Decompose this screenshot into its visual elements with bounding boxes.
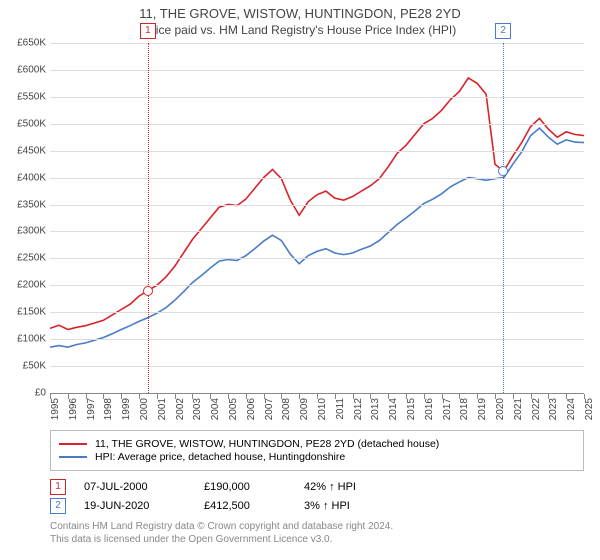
marker-vertical-line	[503, 43, 504, 393]
legend-swatch	[59, 456, 87, 458]
legend-row: 11, THE GROVE, WISTOW, HUNTINGDON, PE28 …	[59, 438, 575, 450]
legend-row: HPI: Average price, detached house, Hunt…	[59, 451, 575, 463]
x-axis-label: 2007	[264, 398, 275, 420]
legend-swatch	[59, 443, 87, 445]
x-axis-label: 2025	[584, 398, 595, 420]
x-axis-label: 2010	[317, 398, 328, 420]
x-axis-label: 2004	[210, 398, 221, 420]
x-axis-label: 2015	[406, 398, 417, 420]
marker-number-box: 1	[140, 23, 156, 39]
x-axis-label: 2009	[299, 398, 310, 420]
x-axis-label: 2016	[424, 398, 435, 420]
arrow-up-icon: ↑	[323, 500, 329, 512]
sale-price: £190,000	[204, 481, 304, 493]
y-axis-label: £350K	[2, 199, 46, 210]
marker-number-box: 2	[495, 23, 511, 39]
footnote-line-2: This data is licensed under the Open Gov…	[50, 533, 584, 546]
x-axis-label: 2012	[353, 398, 364, 420]
y-axis-label: £550K	[2, 91, 46, 102]
y-axis-label: £50K	[2, 361, 46, 372]
x-axis-label: 1998	[103, 398, 114, 420]
x-axis-label: 2003	[192, 398, 203, 420]
x-axis-label: 2002	[175, 398, 186, 420]
legend-label: HPI: Average price, detached house, Hunt…	[95, 451, 345, 463]
sale-row: 1 07-JUL-2000£190,00042% ↑ HPI	[50, 479, 584, 495]
marker-dot	[143, 286, 153, 296]
y-axis-label: £150K	[2, 307, 46, 318]
x-axis-label: 2020	[495, 398, 506, 420]
x-axis-label: 2022	[531, 398, 542, 420]
x-axis-label: 2023	[548, 398, 559, 420]
y-axis-label: £600K	[2, 64, 46, 75]
sale-date: 19-JUN-2020	[84, 500, 204, 512]
x-axis-label: 2018	[459, 398, 470, 420]
y-axis-label: £100K	[2, 334, 46, 345]
y-axis-label: £650K	[2, 38, 46, 49]
marker-vertical-line	[148, 43, 149, 393]
chart-plot-area: £0£50K£100K£150K£200K£250K£300K£350K£400…	[50, 43, 584, 394]
y-axis-label: £250K	[2, 253, 46, 264]
sale-delta: 3% ↑ HPI	[304, 500, 414, 512]
x-axis-label: 2013	[370, 398, 381, 420]
sale-price: £412,500	[204, 500, 304, 512]
x-axis-label: 2024	[566, 398, 577, 420]
x-axis-label: 2001	[157, 398, 168, 420]
sale-number-box: 1	[50, 479, 66, 495]
legend-label: 11, THE GROVE, WISTOW, HUNTINGDON, PE28 …	[95, 438, 439, 450]
footnote-line-1: Contains HM Land Registry data © Crown c…	[50, 520, 584, 533]
x-axis-label: 2000	[139, 398, 150, 420]
x-axis-label: 2017	[442, 398, 453, 420]
x-axis-label: 2011	[335, 398, 346, 420]
y-axis-label: £300K	[2, 226, 46, 237]
x-axis-label: 1999	[121, 398, 132, 420]
sale-date: 07-JUL-2000	[84, 481, 204, 493]
x-axis-label: 2008	[281, 398, 292, 420]
x-axis-label: 1995	[50, 398, 61, 420]
x-axis-label: 2005	[228, 398, 239, 420]
y-axis-label: £400K	[2, 172, 46, 183]
y-axis-label: £500K	[2, 118, 46, 129]
y-axis-label: £200K	[2, 280, 46, 291]
footnote: Contains HM Land Registry data © Crown c…	[50, 520, 584, 546]
x-axis-labels: 1995 1996 1997 1998 1999 2000 2001 2002 2003 2004…	[50, 394, 584, 426]
sale-row: 2 19-JUN-2020£412,5003% ↑ HPI	[50, 498, 584, 514]
marker-dot	[498, 166, 508, 176]
sales-table: 1 07-JUL-2000£190,00042% ↑ HPI 2 19-JUN-202…	[50, 479, 584, 514]
legend-box: 11, THE GROVE, WISTOW, HUNTINGDON, PE28 …	[50, 430, 584, 471]
x-axis-label: 2014	[388, 398, 399, 420]
sale-delta: 42% ↑ HPI	[304, 481, 414, 493]
x-axis-label: 2021	[513, 398, 524, 420]
y-axis-label: £450K	[2, 145, 46, 156]
x-axis-label: 1997	[86, 398, 97, 420]
y-axis-label: £0	[2, 388, 46, 399]
arrow-up-icon: ↑	[329, 481, 335, 493]
x-axis-label: 1996	[68, 398, 79, 420]
x-axis-label: 2006	[246, 398, 257, 420]
sale-number-box: 2	[50, 498, 66, 514]
title-line-1: 11, THE GROVE, WISTOW, HUNTINGDON, PE28 …	[0, 6, 600, 21]
x-axis-label: 2019	[477, 398, 488, 420]
